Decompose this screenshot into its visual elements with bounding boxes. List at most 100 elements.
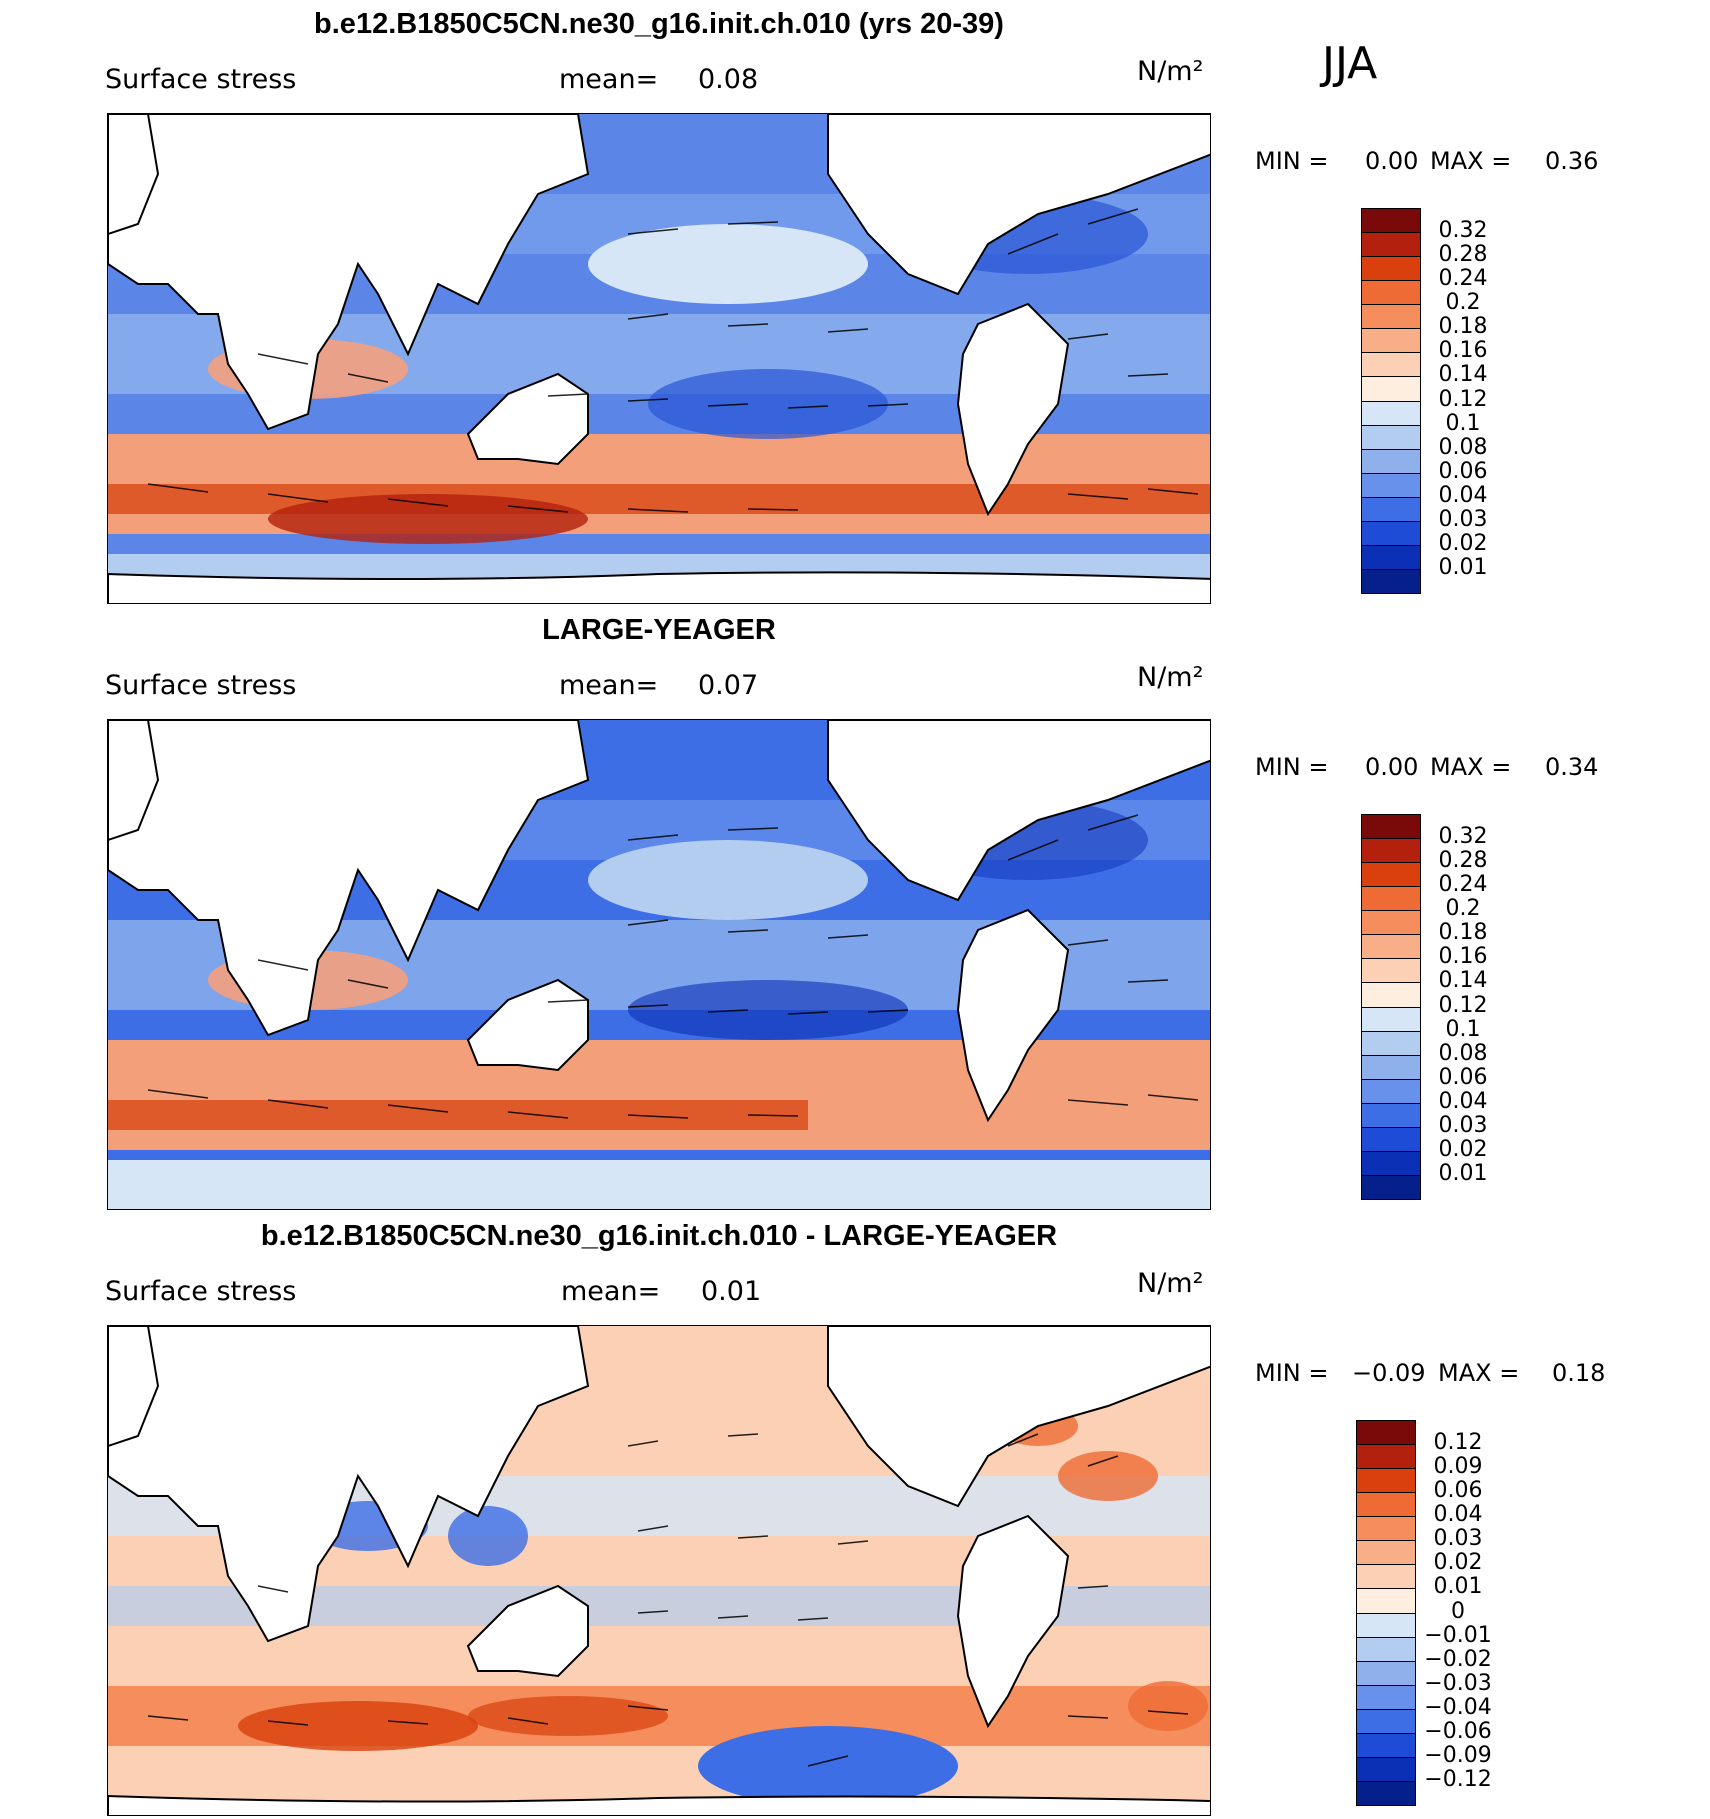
colorbar-segment — [1361, 886, 1421, 912]
panel-1-min-label: MIN = — [1255, 147, 1329, 175]
colorbar-tick-label: 0.14 — [1438, 362, 1488, 388]
colorbar-tick-label: −0.12 — [1424, 1766, 1492, 1792]
colorbar-segment — [1361, 814, 1421, 840]
colorbar-tick-label: 0.16 — [1438, 944, 1488, 970]
colorbar-segment — [1361, 838, 1421, 864]
colorbar-tick-label: 0.02 — [1433, 1550, 1483, 1576]
colorbar-tick-label: 0.12 — [1438, 992, 1488, 1018]
colorbar-tick-label: 0.06 — [1433, 1478, 1483, 1504]
panel-2-units: N/m² — [1137, 662, 1204, 693]
panel-2-min-label: MIN = — [1255, 753, 1329, 781]
colorbar-segment — [1361, 424, 1421, 450]
colorbar-tick-label: 0.12 — [1433, 1430, 1483, 1456]
colorbar-tick-label: 0.01 — [1438, 1160, 1488, 1186]
colorbar-segment — [1361, 1150, 1421, 1176]
colorbar-tick-label: 0.02 — [1438, 1136, 1488, 1162]
panel-3-title: b.e12.B1850C5CN.ne30_g16.init.ch.010 - L… — [260, 1220, 1058, 1252]
colorbar-segment — [1361, 328, 1421, 354]
colorbar-segment — [1356, 1588, 1416, 1614]
colorbar-tick-label: −0.02 — [1424, 1646, 1492, 1672]
colorbar-tick-label: 0.03 — [1438, 506, 1488, 532]
panel-1-max-label: MAX = — [1430, 147, 1512, 175]
colorbar-tick-label: 0.08 — [1438, 1040, 1488, 1066]
colorbar-tick-label: 0.01 — [1433, 1574, 1483, 1600]
panel-2-map — [107, 719, 1211, 1210]
colorbar-segment — [1361, 376, 1421, 402]
colorbar-tick-label: 0.04 — [1433, 1502, 1483, 1528]
colorbar-segment — [1361, 352, 1421, 378]
colorbar-tick-label: −0.04 — [1424, 1694, 1492, 1720]
colorbar-segment — [1361, 1078, 1421, 1104]
panel-1-units: N/m² — [1137, 56, 1204, 87]
colorbar-segment — [1361, 862, 1421, 888]
colorbar-tick-label: 0.1 — [1445, 1016, 1481, 1042]
colorbar-tick-label: 0.24 — [1438, 872, 1488, 898]
colorbar-segment — [1356, 1444, 1416, 1470]
colorbar-tick-label: 0.28 — [1438, 242, 1488, 268]
colorbar-tick-label: 0.2 — [1445, 290, 1481, 316]
panel-1-title: b.e12.B1850C5CN.ne30_g16.init.ch.010 (yr… — [314, 8, 1004, 40]
panel-1-colorbar — [1361, 208, 1421, 594]
colorbar-segment — [1361, 1030, 1421, 1056]
colorbar-tick-label: 0.16 — [1438, 338, 1488, 364]
panel-3-units: N/m² — [1137, 1268, 1204, 1299]
colorbar-segment — [1356, 1468, 1416, 1494]
colorbar-segment — [1361, 448, 1421, 474]
panel-2-min-value: 0.00 — [1365, 753, 1419, 781]
panel-3-mean-label: mean= — [561, 1276, 661, 1307]
colorbar-tick-label: −0.03 — [1424, 1670, 1492, 1696]
panel-2-max-value: 0.34 — [1545, 753, 1599, 781]
colorbar-segment — [1361, 400, 1421, 426]
colorbar-segment — [1361, 1126, 1421, 1152]
colorbar-segment — [1361, 256, 1421, 282]
colorbar-segment — [1361, 496, 1421, 522]
colorbar-segment — [1356, 1780, 1416, 1806]
colorbar-tick-label: 0.18 — [1438, 920, 1488, 946]
panel-3-min-label: MIN = — [1255, 1359, 1329, 1387]
panel-1-mean-value: 0.08 — [698, 64, 759, 95]
colorbar-tick-label: −0.06 — [1424, 1718, 1492, 1744]
panel-3-max-label: MAX = — [1438, 1359, 1520, 1387]
colorbar-tick-label: 0.28 — [1438, 848, 1488, 874]
panel-1-max-value: 0.36 — [1545, 147, 1599, 175]
colorbar-segment — [1356, 1612, 1416, 1638]
colorbar-tick-label: 0.04 — [1438, 1088, 1488, 1114]
panel-1-map — [107, 113, 1211, 604]
colorbar-tick-label: 0.01 — [1438, 554, 1488, 580]
colorbar-tick-label: 0.32 — [1438, 218, 1488, 244]
colorbar-segment — [1356, 1420, 1416, 1446]
colorbar-tick-label: 0.09 — [1433, 1454, 1483, 1480]
panel-2-variable: Surface stress — [105, 670, 297, 701]
colorbar-tick-label: 0.12 — [1438, 386, 1488, 412]
colorbar-segment — [1356, 1564, 1416, 1590]
colorbar-segment — [1361, 910, 1421, 936]
colorbar-segment — [1361, 544, 1421, 570]
colorbar-segment — [1361, 1102, 1421, 1128]
panel-3-mean-value: 0.01 — [701, 1276, 762, 1307]
colorbar-segment — [1361, 280, 1421, 306]
colorbar-segment — [1361, 1174, 1421, 1200]
colorbar-tick-label: 0.04 — [1438, 482, 1488, 508]
colorbar-segment — [1356, 1540, 1416, 1566]
colorbar-tick-label: 0 — [1451, 1598, 1465, 1624]
panel-3-max-value: 0.18 — [1552, 1359, 1606, 1387]
colorbar-segment — [1361, 934, 1421, 960]
colorbar-tick-label: 0.24 — [1438, 266, 1488, 292]
colorbar-segment — [1361, 472, 1421, 498]
colorbar-segment — [1361, 958, 1421, 984]
panel-2-max-label: MAX = — [1430, 753, 1512, 781]
panel-2-colorbar — [1361, 814, 1421, 1200]
colorbar-segment — [1361, 520, 1421, 546]
colorbar-segment — [1356, 1636, 1416, 1662]
panel-1-mean-label: mean= — [559, 64, 659, 95]
colorbar-tick-label: 0.1 — [1445, 410, 1481, 436]
colorbar-tick-label: 0.02 — [1438, 530, 1488, 556]
panel-3-min-value: −0.09 — [1352, 1359, 1426, 1387]
colorbar-tick-label: 0.08 — [1438, 434, 1488, 460]
colorbar-segment — [1361, 208, 1421, 234]
panel-3-variable: Surface stress — [105, 1276, 297, 1307]
colorbar-segment — [1356, 1732, 1416, 1758]
panel-2-mean-label: mean= — [559, 670, 659, 701]
colorbar-tick-label: 0.2 — [1445, 896, 1481, 922]
colorbar-tick-label: −0.01 — [1424, 1622, 1492, 1648]
